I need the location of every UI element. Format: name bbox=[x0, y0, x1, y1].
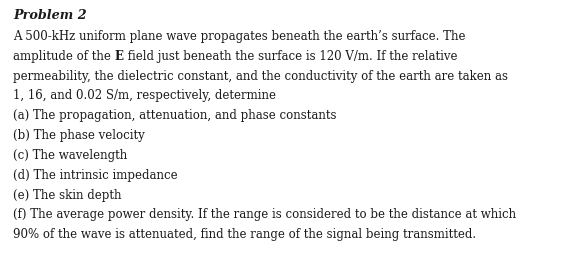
Text: (c) The wavelength: (c) The wavelength bbox=[13, 149, 127, 162]
Text: (f) The average power density. If the range is considered to be the distance at : (f) The average power density. If the ra… bbox=[13, 209, 516, 222]
Text: 1, 16, and 0.02 S/m, respectively, determine: 1, 16, and 0.02 S/m, respectively, deter… bbox=[13, 90, 276, 103]
Text: field just beneath the surface is 120 V/m. If the relative: field just beneath the surface is 120 V/… bbox=[123, 50, 457, 63]
Text: (a) The propagation, attenuation, and phase constants: (a) The propagation, attenuation, and ph… bbox=[13, 109, 336, 122]
Text: E: E bbox=[114, 50, 123, 63]
Text: permeability, the dielectric constant, and the conductivity of the earth are tak: permeability, the dielectric constant, a… bbox=[13, 70, 508, 83]
Text: Problem 2: Problem 2 bbox=[13, 9, 86, 22]
Text: A 500-kHz uniform plane wave propagates beneath the earth’s surface. The: A 500-kHz uniform plane wave propagates … bbox=[13, 30, 465, 43]
Text: (d) The intrinsic impedance: (d) The intrinsic impedance bbox=[13, 169, 177, 182]
Text: (b) The phase velocity: (b) The phase velocity bbox=[13, 129, 144, 142]
Text: amplitude of the: amplitude of the bbox=[13, 50, 114, 63]
Text: (e) The skin depth: (e) The skin depth bbox=[13, 189, 122, 202]
Text: 90% of the wave is attenuated, find the range of the signal being transmitted.: 90% of the wave is attenuated, find the … bbox=[13, 228, 476, 241]
